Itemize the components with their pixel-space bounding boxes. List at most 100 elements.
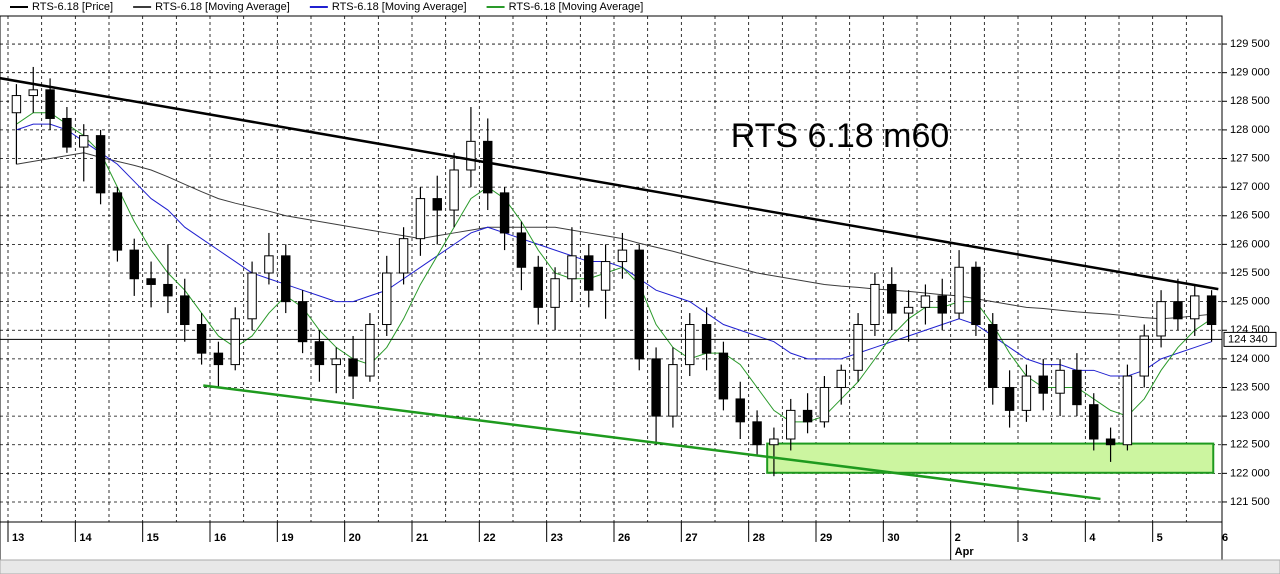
candle-body xyxy=(466,140,476,171)
candle-body xyxy=(180,295,190,326)
candle-body xyxy=(432,198,442,211)
legend: RTS-6.18 [Price] RTS-6.18 [Moving Average… xyxy=(10,1,643,13)
candle-body xyxy=(382,272,392,326)
candle-body xyxy=(870,283,880,326)
month-label: Apr xyxy=(955,546,975,558)
candle-body xyxy=(533,266,543,308)
y-tick-label: 127 500 xyxy=(1230,152,1270,164)
x-axis-strip xyxy=(0,521,1223,561)
candle-body xyxy=(617,249,628,263)
candle-body xyxy=(1122,375,1133,446)
legend-label: RTS-6.18 [Moving Average] xyxy=(155,1,290,13)
y-tick-label: 126 500 xyxy=(1230,210,1270,222)
candle-body xyxy=(365,324,375,377)
zone xyxy=(766,442,1215,474)
candle-body xyxy=(196,324,207,354)
x-tick-label: 21 xyxy=(416,532,428,544)
x-tick-label: 20 xyxy=(349,532,361,544)
candle-body xyxy=(483,140,493,194)
x-tick-label: 27 xyxy=(685,532,697,544)
x-tick-label: 26 xyxy=(618,532,630,544)
candle-body xyxy=(163,283,173,297)
y-tick-label: 125 000 xyxy=(1230,296,1270,308)
y-tick-label: 128 500 xyxy=(1230,95,1270,107)
last-price-box xyxy=(1223,331,1277,347)
candle-body xyxy=(651,358,661,417)
candle-body xyxy=(348,358,358,377)
candle-body xyxy=(836,369,846,388)
candle-body xyxy=(213,352,224,366)
candle-body xyxy=(701,324,712,354)
scrollbar xyxy=(0,559,1280,574)
candle-body xyxy=(752,421,762,446)
grid: 121 500 122 000 122 500 123 000 123 500 124 0… xyxy=(0,16,1270,560)
candle-body xyxy=(62,117,72,148)
candle-body xyxy=(735,398,745,423)
moving-average xyxy=(16,152,1212,320)
candle-body xyxy=(281,255,291,303)
candle-body xyxy=(853,324,863,371)
candle-body xyxy=(1072,369,1082,406)
candle-body xyxy=(634,249,644,360)
candle-body xyxy=(247,272,257,320)
x-tick-label: 3 xyxy=(1022,532,1028,544)
x-tick-label: 16 xyxy=(214,532,226,544)
candle-body xyxy=(685,324,695,366)
x-tick-label: 2 xyxy=(955,532,961,544)
marks: 124 340 xyxy=(0,66,1277,501)
legend-label: RTS-6.18 [Moving Average] xyxy=(509,1,644,13)
trendline xyxy=(0,76,1219,291)
candle-body xyxy=(1173,301,1183,320)
x-tick-label: 22 xyxy=(483,532,495,544)
y-tick-label: 121 500 xyxy=(1230,496,1270,508)
candle-body xyxy=(1206,295,1217,326)
candle-body xyxy=(516,232,527,268)
candle-body xyxy=(499,192,510,234)
y-tick-label: 124 000 xyxy=(1230,353,1270,365)
candle-body xyxy=(920,295,931,308)
y-tick-label: 127 000 xyxy=(1230,181,1270,193)
candle-body xyxy=(903,306,914,314)
candle-body xyxy=(988,324,998,388)
y-tick-label: 129 500 xyxy=(1230,38,1270,50)
candle-body xyxy=(567,255,577,280)
candle-body xyxy=(79,135,89,148)
candle-body xyxy=(786,409,796,440)
x-tick-label: 14 xyxy=(79,532,92,544)
y-tick-label: 123 000 xyxy=(1230,410,1270,422)
candle-body xyxy=(112,192,123,251)
candle-body xyxy=(550,278,560,308)
y-tick-label: 126 000 xyxy=(1230,238,1270,250)
candle-body xyxy=(668,364,678,417)
candle-body xyxy=(1156,301,1166,337)
candle-body xyxy=(45,89,55,119)
y-tick-label: 122 500 xyxy=(1230,439,1270,451)
candle-body xyxy=(129,249,139,280)
candle-body xyxy=(449,169,459,211)
y-tick-label: 122 000 xyxy=(1230,467,1270,479)
y-tick-label: 128 000 xyxy=(1230,124,1270,136)
x-tick-label: 6 xyxy=(1222,532,1228,544)
candle-body xyxy=(802,409,813,423)
candle-body xyxy=(1105,438,1116,446)
x-tick-label: 13 xyxy=(12,532,24,544)
x-tick-label: 29 xyxy=(820,532,832,544)
y-tick-label: 129 000 xyxy=(1230,67,1270,79)
candle-body xyxy=(1055,369,1065,394)
legend-label: RTS-6.18 [Price] xyxy=(32,1,113,13)
candle-body xyxy=(415,198,426,240)
x-tick-label: 4 xyxy=(1089,532,1096,544)
candle-body xyxy=(1139,335,1149,377)
candle-body xyxy=(95,135,106,194)
candle-body xyxy=(1089,404,1099,440)
y-tick-label: 125 500 xyxy=(1230,267,1270,279)
x-tick-label: 5 xyxy=(1157,532,1163,544)
candle-body xyxy=(954,266,964,314)
x-tick-label: 15 xyxy=(147,532,159,544)
candle-body xyxy=(146,278,156,285)
candle-body xyxy=(887,283,897,314)
candle-body xyxy=(819,386,830,423)
candle-body xyxy=(264,255,274,274)
moving-average xyxy=(16,112,1212,423)
x-tick-label: 19 xyxy=(281,532,293,544)
